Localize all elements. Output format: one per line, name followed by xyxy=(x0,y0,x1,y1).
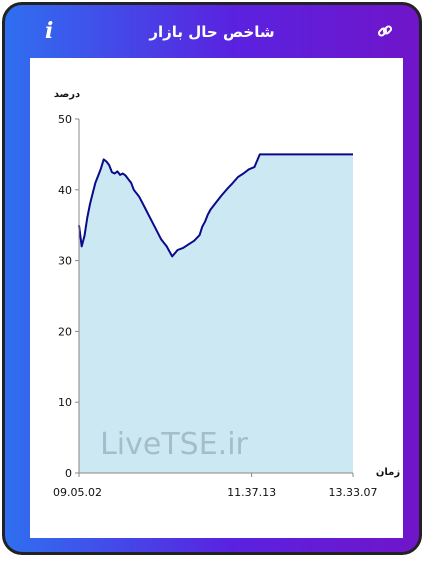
x-tick-label: 11.37.13 xyxy=(227,486,276,499)
y-tick-label: 40 xyxy=(58,184,72,197)
y-tick-label: 30 xyxy=(58,255,72,268)
x-tick-label: 09.05.02 xyxy=(53,486,102,499)
widget-card: شاخص حال بازار i 0 10 20 30 40 50 09.05.02 11.3… xyxy=(2,2,422,555)
info-icon[interactable]: i xyxy=(45,18,54,44)
y-axis-title: درصد xyxy=(54,89,80,100)
chart-panel: 0 10 20 30 40 50 09.05.02 11.37.13 13.33.07 درصد ز… xyxy=(30,58,403,538)
widget-title: شاخص حال بازار xyxy=(149,22,275,41)
series-line xyxy=(78,153,353,258)
y-tick-label: 50 xyxy=(58,113,72,126)
y-tick-label: 20 xyxy=(58,325,72,338)
x-axis-title: زمان xyxy=(376,467,400,478)
y-tick-label: 0 xyxy=(65,467,72,480)
y-tick-label: 10 xyxy=(58,396,72,409)
market-sentiment-chart: 0 10 20 30 40 50 09.05.02 11.37.13 13.33.07 درصد ز… xyxy=(53,89,400,499)
link-icon[interactable] xyxy=(377,23,393,43)
watermark: LiveTSE.ir xyxy=(100,427,248,462)
area-fill xyxy=(79,154,353,473)
x-tick-label: 13.33.07 xyxy=(329,486,378,499)
